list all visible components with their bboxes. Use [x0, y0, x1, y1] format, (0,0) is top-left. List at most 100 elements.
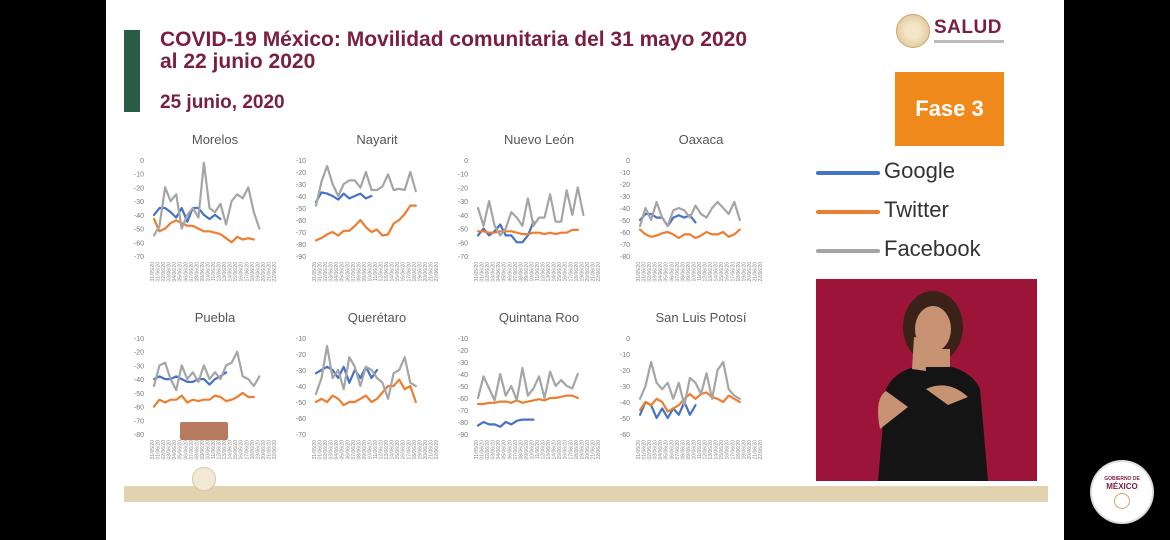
- series-line-google-quintana-roo: [476, 418, 535, 428]
- x-tick-label: 09/06/20: [524, 440, 530, 460]
- x-tick-label: 13/06/20: [546, 440, 552, 460]
- x-tick-label: 31/05/20: [636, 262, 642, 282]
- gobierno-logo-line-2: MÉXICO: [1106, 481, 1138, 491]
- salud-logo-text: SALUD: [934, 17, 1002, 38]
- legend-swatch-facebook: [816, 249, 880, 253]
- x-tick-label: 17/06/20: [244, 440, 250, 460]
- x-tick-label: 12/06/20: [379, 262, 385, 282]
- x-tick-label: 18/06/20: [250, 440, 256, 460]
- x-tick-label: 15/06/20: [557, 440, 563, 460]
- x-tick-label: 04/06/20: [334, 262, 340, 282]
- x-tick-label: 07/06/20: [351, 262, 357, 282]
- y-tick-label: -80: [620, 254, 630, 261]
- series-line-twitter-morelos: [152, 217, 255, 244]
- x-tick-label: 11/06/20: [697, 440, 703, 459]
- chart-title-quintana-roo: Quintana Roo: [499, 310, 579, 325]
- y-tick-label: -20: [296, 170, 306, 177]
- x-tick-label: 07/06/20: [675, 440, 681, 460]
- y-tick-label: -50: [458, 227, 468, 234]
- x-tick-label: 13/06/20: [384, 262, 390, 282]
- x-tick-label: 01/06/20: [156, 440, 162, 460]
- x-tick-label: 05/06/20: [502, 440, 508, 460]
- x-tick-label: 19/06/20: [741, 262, 747, 282]
- y-tick-label: -20: [458, 185, 468, 192]
- chart-title-san-luis-potosi: San Luis Potosí: [655, 310, 746, 325]
- legend-item-twitter: Twitter: [816, 195, 1016, 234]
- y-tick-label: -80: [458, 420, 468, 427]
- x-tick-label: 04/06/20: [658, 440, 664, 460]
- series-line-facebook-quintana-roo: [476, 366, 579, 402]
- x-tick-label: 14/06/20: [228, 262, 234, 282]
- x-tick-label: 05/06/20: [340, 440, 346, 460]
- phase-badge-label: Fase 3: [915, 96, 984, 121]
- x-tick-label: 22/06/20: [434, 262, 440, 282]
- x-tick-label: 06/06/20: [669, 262, 675, 282]
- y-tick-label: -60: [296, 416, 306, 423]
- y-tick-label: -60: [134, 405, 144, 412]
- x-tick-label: 22/06/20: [272, 262, 278, 282]
- x-tick-label: 12/06/20: [703, 440, 709, 460]
- x-tick-label: 05/06/20: [340, 262, 346, 282]
- y-tick-label: 0: [626, 158, 630, 165]
- x-tick-label: 31/05/20: [312, 440, 318, 460]
- y-tick-label: -20: [620, 182, 630, 189]
- x-tick-label: 17/06/20: [730, 440, 736, 460]
- y-tick-label: 0: [464, 158, 468, 165]
- x-tick-label: 22/06/20: [272, 440, 278, 460]
- x-tick-label: 19/06/20: [741, 440, 747, 460]
- x-tick-label: 31/05/20: [636, 440, 642, 460]
- gobierno-de-mexico-logo: GOBIERNO DE MÉXICO: [1092, 462, 1152, 522]
- y-tick-label: 0: [140, 158, 144, 165]
- x-tick-label: 17/06/20: [730, 262, 736, 282]
- series-line-twitter-puebla: [152, 391, 255, 408]
- x-tick-label: 22/06/20: [758, 440, 764, 460]
- x-tick-label: 16/06/20: [401, 440, 407, 460]
- x-tick-label: 19/06/20: [417, 440, 423, 460]
- x-tick-label: 19/06/20: [579, 440, 585, 460]
- x-tick-label: 03/06/20: [653, 262, 659, 282]
- x-tick-label: 08/06/20: [518, 440, 524, 460]
- y-tick-label: -40: [458, 372, 468, 379]
- x-tick-label: 16/06/20: [725, 440, 731, 460]
- x-tick-label: 05/06/20: [664, 440, 670, 460]
- x-tick-label: 21/06/20: [590, 440, 596, 460]
- x-tick-label: 18/06/20: [412, 440, 418, 460]
- sign-language-interpreter-video: [816, 279, 1037, 481]
- x-tick-label: 08/06/20: [356, 262, 362, 282]
- x-tick-label: 06/06/20: [507, 440, 513, 460]
- x-tick-label: 19/06/20: [255, 440, 261, 460]
- x-tick-label: 07/06/20: [189, 262, 195, 282]
- x-tick-label: 04/06/20: [658, 262, 664, 282]
- x-tick-label: 22/06/20: [596, 262, 602, 282]
- x-tick-label: 14/06/20: [228, 440, 234, 460]
- legend-swatch-google: [816, 171, 880, 175]
- x-tick-label: 02/06/20: [647, 262, 653, 282]
- y-tick-label: -50: [134, 391, 144, 398]
- x-tick-label: 19/06/20: [417, 262, 423, 282]
- series-line-facebook-san-luis-potosi: [638, 360, 741, 407]
- x-tick-label: 13/06/20: [708, 440, 714, 460]
- y-tick-label: -30: [620, 194, 630, 201]
- x-tick-label: 17/06/20: [568, 440, 574, 460]
- legend-label-google: Google: [884, 158, 955, 183]
- gobierno-logo-line-1: GOBIERNO DE: [1104, 475, 1140, 482]
- series-line-twitter-san-luis-potosi: [638, 391, 741, 413]
- x-tick-label: 12/06/20: [217, 440, 223, 460]
- x-tick-label: 21/06/20: [428, 440, 434, 460]
- y-tick-label: -50: [620, 218, 630, 225]
- x-tick-label: 05/06/20: [178, 440, 184, 460]
- x-tick-label: 21/06/20: [752, 440, 758, 460]
- x-tick-label: 04/06/20: [172, 262, 178, 282]
- series-line-twitter-nayarit: [314, 204, 417, 242]
- x-tick-label: 20/06/20: [261, 262, 267, 282]
- x-tick-label: 22/06/20: [758, 262, 764, 282]
- y-tick-label: -10: [620, 170, 630, 177]
- y-tick-label: -10: [296, 158, 306, 165]
- y-tick-label: -30: [134, 363, 144, 370]
- x-tick-label: 09/06/20: [524, 262, 530, 282]
- x-tick-label: 02/06/20: [161, 262, 167, 282]
- x-tick-label: 09/06/20: [200, 262, 206, 282]
- x-tick-label: 15/06/20: [719, 440, 725, 460]
- x-tick-label: 08/06/20: [194, 440, 200, 460]
- x-tick-label: 05/06/20: [502, 262, 508, 282]
